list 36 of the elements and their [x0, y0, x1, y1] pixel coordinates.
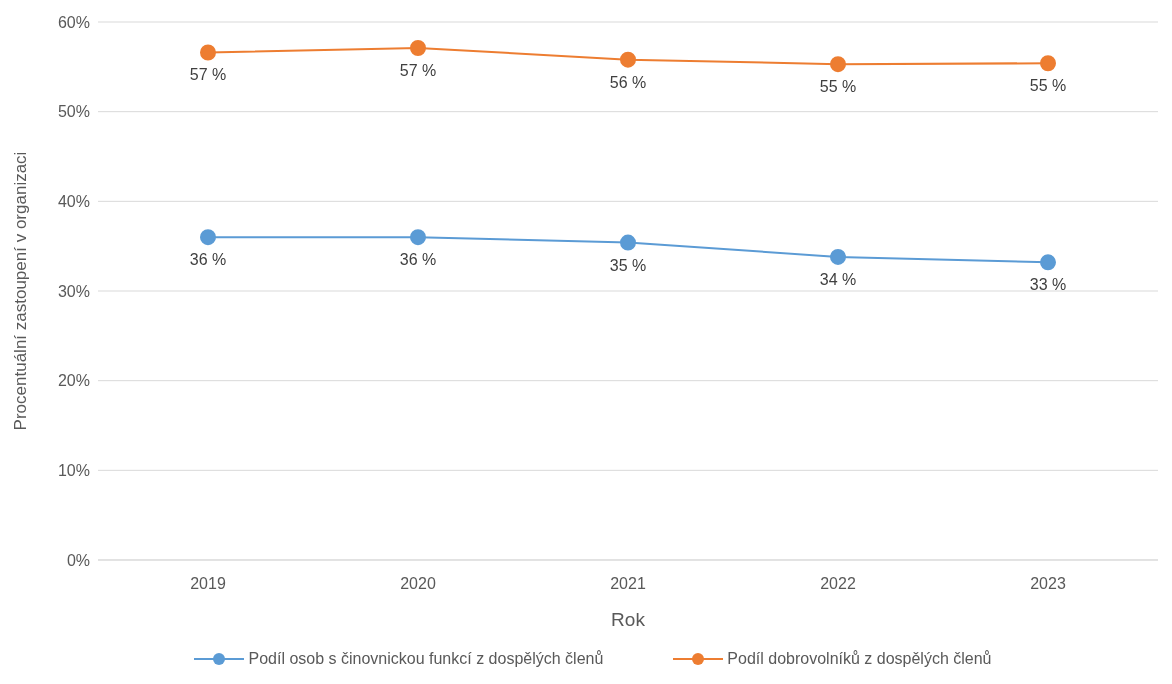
point [200, 229, 216, 246]
x-tick-label: 2022 [820, 575, 856, 593]
point [410, 229, 426, 246]
data-label: 57 % [399, 62, 437, 79]
y-tick-label: 40% [57, 193, 90, 211]
data-label: 33 % [1029, 276, 1067, 294]
point [620, 234, 636, 251]
data-label: 35 % [609, 256, 647, 274]
data-label: 36 % [189, 251, 227, 269]
y-tick-label: 50% [57, 103, 90, 121]
point [830, 248, 846, 265]
legend-label: Podíl osob s činovnickou funkcí z dospělých členů [247, 650, 604, 668]
point [410, 40, 426, 56]
point [830, 56, 846, 73]
x-axis-title: Rok [611, 609, 646, 630]
x-tick-label: 2023 [1030, 575, 1066, 593]
data-label: 36 % [399, 251, 437, 269]
data-label: 57 % [189, 66, 227, 84]
point [1040, 254, 1056, 271]
point [1040, 55, 1056, 72]
x-tick-label: 2021 [610, 575, 646, 593]
data-label: 55 % [819, 78, 857, 96]
data-label: 56 % [609, 73, 647, 91]
legend-label: Podíl dobrovolníků z dospělých členů [726, 650, 992, 668]
data-label: 55 % [1029, 77, 1067, 95]
y-tick-label: 60% [57, 13, 90, 31]
y-axis-title: Procentuální zastoupení v organizaci [11, 151, 31, 431]
data-label: 34 % [819, 270, 857, 288]
y-tick-label: 30% [57, 282, 90, 300]
y-tick-label: 0% [66, 551, 90, 569]
x-tick-label: 2020 [400, 575, 436, 593]
x-tick-label: 2019 [190, 575, 226, 593]
y-tick-label: 10% [57, 462, 90, 480]
point [620, 51, 636, 68]
y-tick-label: 20% [57, 372, 90, 390]
point [200, 44, 216, 61]
